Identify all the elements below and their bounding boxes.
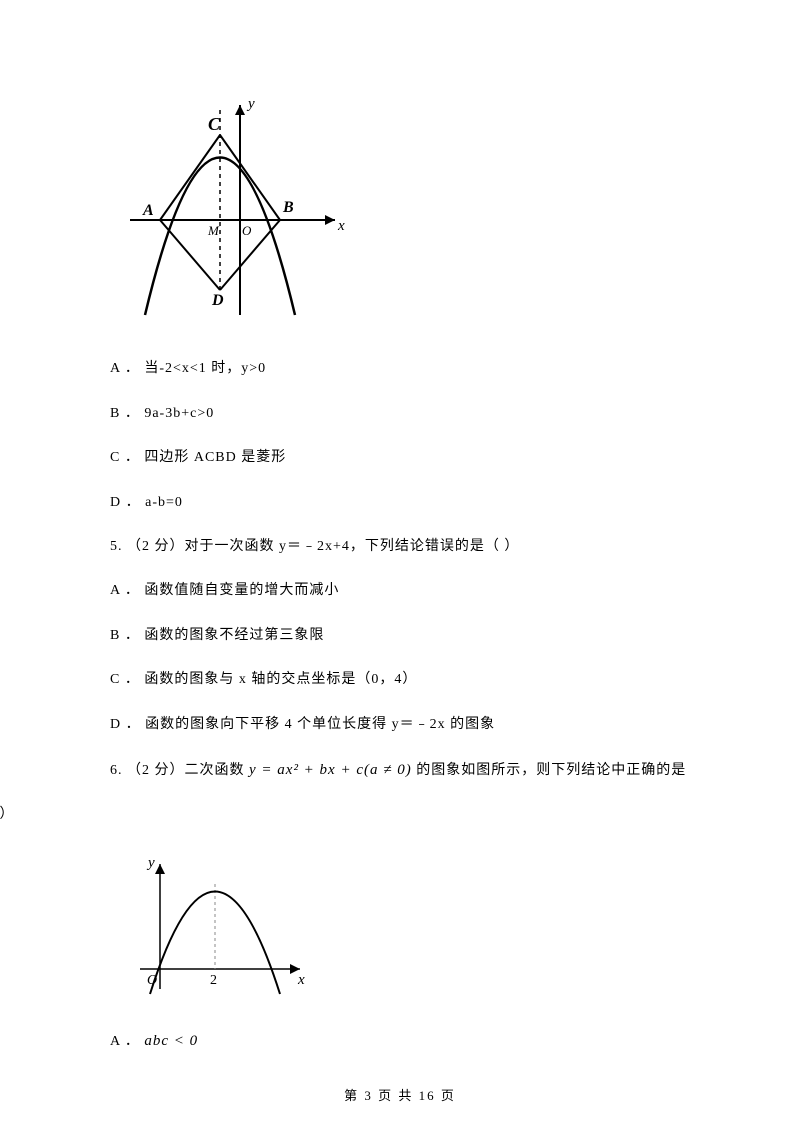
axis-x-label: x <box>337 218 345 234</box>
point-M: M <box>207 223 220 238</box>
q6-math: y = ax² + bx + c(a ≠ 0) <box>249 762 412 778</box>
q5-opt-B: B ． 函数的图象不经过第三象限 <box>110 625 690 647</box>
fig2-O-label: O <box>147 973 157 988</box>
q6-stem-pre: 6. （2 分）二次函数 <box>110 763 249 778</box>
q6-stem-post: 的图象如图所示，则下列结论中正确的是 <box>412 763 687 778</box>
point-B: B <box>282 199 294 216</box>
q5-opt-D: D ． 函数的图象向下平移 4 个单位长度得 y＝﹣2x 的图象 <box>110 714 690 736</box>
q6-A-pre: A ． <box>110 1034 144 1049</box>
parabola2-svg: y x O 2 <box>120 849 310 999</box>
fig2-2-label: 2 <box>210 973 217 988</box>
figure-1: y x A B C D M O <box>120 90 690 328</box>
page-content: y x A B C D M O A ． 当-2<x<1 时，y>0 B ． 9a… <box>0 0 800 1115</box>
point-C: C <box>208 114 221 134</box>
q6-opt-A: A ． abc < 0 <box>110 1029 690 1053</box>
q5-stem: 5. （2 分）对于一次函数 y＝﹣2x+4，下列结论错误的是（ ） <box>110 536 690 558</box>
axis-y-label: y <box>246 96 255 112</box>
page-footer: 第 3 页 共 16 页 <box>0 1085 800 1104</box>
fig2-x-label: x <box>297 972 305 988</box>
q4-opt-D: D ． a-b=0 <box>110 492 690 514</box>
q6-paren: （ ） <box>0 804 690 826</box>
parabola-rhombus-svg: y x A B C D M O <box>120 90 350 320</box>
q6-stem: 6. （2 分）二次函数 y = ax² + bx + c(a ≠ 0) 的图象… <box>110 758 690 782</box>
q5-opt-C: C ． 函数的图象与 x 轴的交点坐标是（0，4） <box>110 669 690 691</box>
q4-opt-C: C ． 四边形 ACBD 是菱形 <box>110 447 690 469</box>
point-D: D <box>211 292 224 309</box>
point-O: O <box>242 223 252 238</box>
q4-opt-A: A ． 当-2<x<1 时，y>0 <box>110 358 690 380</box>
point-A: A <box>142 202 154 219</box>
q4-opt-B: B ． 9a-3b+c>0 <box>110 403 690 425</box>
q5-opt-A: A ． 函数值随自变量的增大而减小 <box>110 580 690 602</box>
figure-2: y x O 2 <box>120 849 690 1007</box>
q6-A-math: abc < 0 <box>144 1033 198 1049</box>
fig2-y-label: y <box>146 855 155 871</box>
